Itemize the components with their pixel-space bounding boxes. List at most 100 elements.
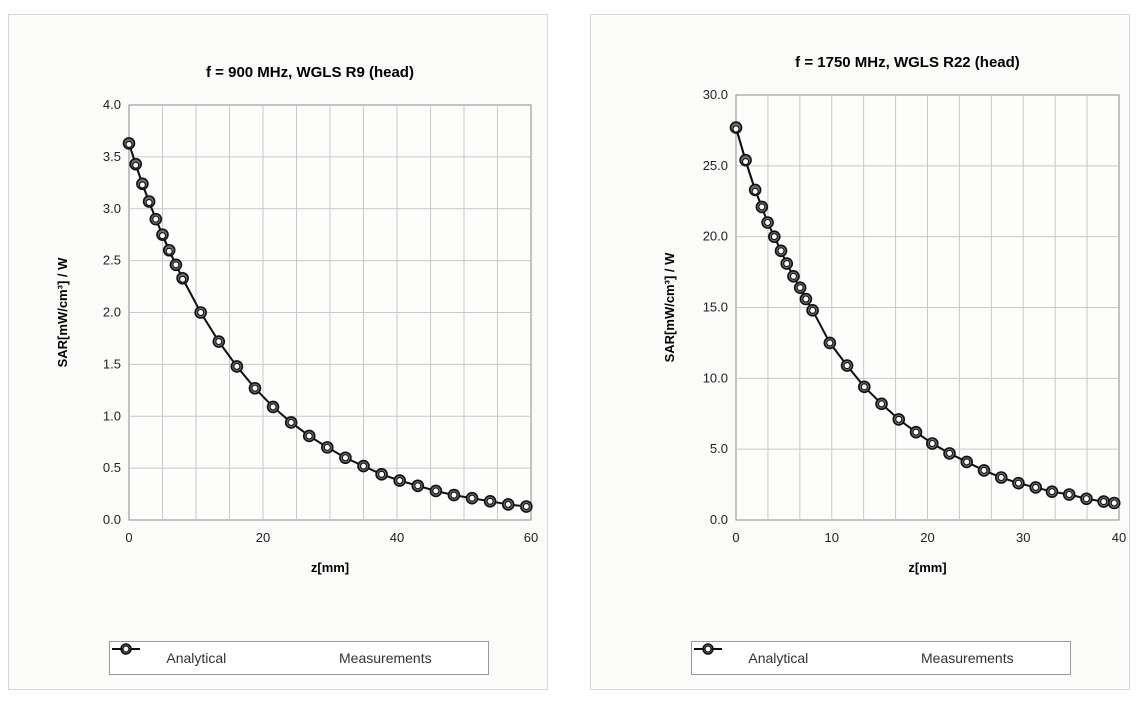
chart-1-legend: Analytical Measurements	[109, 641, 489, 675]
legend-item-measurements: Measurements	[112, 645, 432, 666]
legend-label-analytical: Analytical	[166, 650, 227, 666]
data-point-measurements	[138, 181, 146, 189]
y-axis-title: SAR[mW/cm³] / W	[55, 257, 70, 368]
data-point-measurements	[809, 306, 817, 314]
y-tick-label: 30.0	[703, 87, 728, 102]
chart-1-svg: 0.0 0.5 1.0 1.5 2.0 2.5 3.0 3.5 4.0 0 20 40 60 f = 90…	[55, 64, 538, 575]
chart-title: f = 900 MHz, WGLS R9 (head)	[206, 64, 414, 81]
x-axis-title: z[mm]	[311, 560, 349, 575]
data-point-measurements	[522, 502, 530, 511]
data-point-measurements	[251, 384, 259, 392]
data-point-measurements	[378, 470, 386, 478]
data-point-measurements	[796, 284, 804, 292]
legend-label-analytical: Analytical	[748, 650, 809, 666]
y-tick-label: 0.5	[103, 460, 121, 475]
data-point-measurements	[764, 218, 772, 227]
legend-item-analytical: Analytical	[112, 643, 227, 666]
y-tick-label: 4.0	[103, 97, 121, 112]
legend-marker-measurements	[694, 645, 722, 653]
chart-panel-2: 0.0 5.0 10.0 15.0 20.0 25.0 30.0 0 10 20 30 40 f = 1…	[590, 14, 1130, 690]
data-point-measurements	[732, 125, 740, 133]
legend-item-measurements: Measurements	[694, 645, 1014, 666]
y-axis-title: SAR[mW/cm³] / W	[662, 252, 677, 363]
data-point-measurements	[468, 494, 476, 502]
data-point-measurements	[789, 272, 797, 280]
data-point-measurements	[1014, 479, 1023, 487]
data-point-measurements	[450, 491, 458, 499]
data-point-measurements	[215, 337, 223, 346]
y-tick-label: 2.5	[103, 253, 121, 268]
data-point-measurements	[1032, 483, 1040, 491]
data-point-measurements	[197, 308, 205, 317]
legend-label-measurements: Measurements	[339, 650, 432, 666]
x-tick-label: 60	[524, 530, 538, 545]
data-point-measurements	[742, 158, 750, 166]
data-point-measurements	[125, 140, 133, 148]
data-point-measurements	[414, 482, 422, 490]
data-point-measurements	[912, 428, 920, 436]
data-point-measurements	[928, 439, 936, 448]
x-tick-label: 10	[825, 530, 839, 545]
data-point-measurements	[770, 233, 778, 241]
series-line-measurements	[128, 144, 527, 508]
y-tick-label: 15.0	[703, 300, 728, 315]
data-point-measurements	[305, 432, 313, 440]
x-tick-label: 40	[390, 530, 404, 545]
data-point-measurements	[777, 247, 785, 255]
data-point-measurements	[826, 339, 834, 347]
data-point-measurements	[843, 362, 851, 370]
data-point-measurements	[1110, 499, 1118, 507]
y-tick-label: 3.5	[103, 149, 121, 164]
data-point-measurements	[751, 187, 759, 195]
data-point-measurements	[158, 232, 167, 240]
data-point-measurements	[1065, 490, 1073, 499]
data-point-measurements	[758, 203, 766, 211]
legend-item-analytical: Analytical	[694, 643, 809, 666]
y-tick-label: 2.0	[103, 305, 121, 320]
x-tick-label: 0	[125, 530, 132, 545]
data-point-measurements	[945, 449, 954, 457]
data-point-measurements	[233, 362, 241, 371]
y-tick-label: 0.0	[103, 512, 121, 527]
y-tick-label: 10.0	[703, 370, 728, 385]
data-point-measurements	[287, 418, 295, 427]
legend-label-measurements: Measurements	[921, 650, 1014, 666]
data-point-measurements	[269, 403, 277, 411]
x-tick-label: 40	[1112, 530, 1126, 545]
data-point-measurements	[359, 462, 368, 470]
y-tick-label: 20.0	[703, 229, 728, 244]
data-point-measurements	[895, 415, 903, 423]
data-point-measurements	[323, 443, 331, 451]
data-point-measurements	[1048, 488, 1056, 496]
data-point-measurements	[963, 458, 971, 466]
chart-title: f = 1750 MHz, WGLS R22 (head)	[795, 54, 1020, 71]
y-tick-label: 5.0	[710, 441, 728, 456]
legend-marker-measurements	[112, 645, 140, 653]
data-point-measurements	[802, 295, 810, 303]
chart-panel-1: 0.0 0.5 1.0 1.5 2.0 2.5 3.0 3.5 4.0 0 20 40 60 f = 90…	[8, 14, 548, 690]
x-tick-label: 0	[732, 530, 739, 545]
data-point-measurements	[1100, 498, 1108, 506]
data-point-measurements	[396, 477, 404, 485]
data-point-measurements	[504, 500, 512, 508]
y-tick-label: 1.5	[103, 356, 121, 371]
x-tick-label: 20	[256, 530, 270, 545]
data-point-measurements	[432, 487, 440, 495]
data-point-measurements	[980, 466, 988, 474]
data-point-measurements	[1082, 495, 1090, 503]
x-axis-title: z[mm]	[908, 560, 946, 575]
y-tick-label: 1.0	[103, 408, 121, 423]
data-point-measurements	[152, 215, 160, 223]
data-point-measurements	[860, 383, 868, 391]
data-point-measurements	[486, 497, 494, 505]
data-point-measurements	[783, 260, 791, 268]
y-tick-label: 3.0	[103, 201, 121, 216]
x-tick-label: 20	[920, 530, 934, 545]
data-point-measurements	[877, 400, 886, 408]
x-tick-label: 30	[1016, 530, 1030, 545]
data-point-measurements	[341, 454, 349, 462]
data-point-measurements	[179, 275, 187, 283]
data-point-measurements	[132, 161, 140, 169]
chart-2-legend: Analytical Measurements	[691, 641, 1071, 675]
data-point-measurements	[997, 473, 1005, 482]
